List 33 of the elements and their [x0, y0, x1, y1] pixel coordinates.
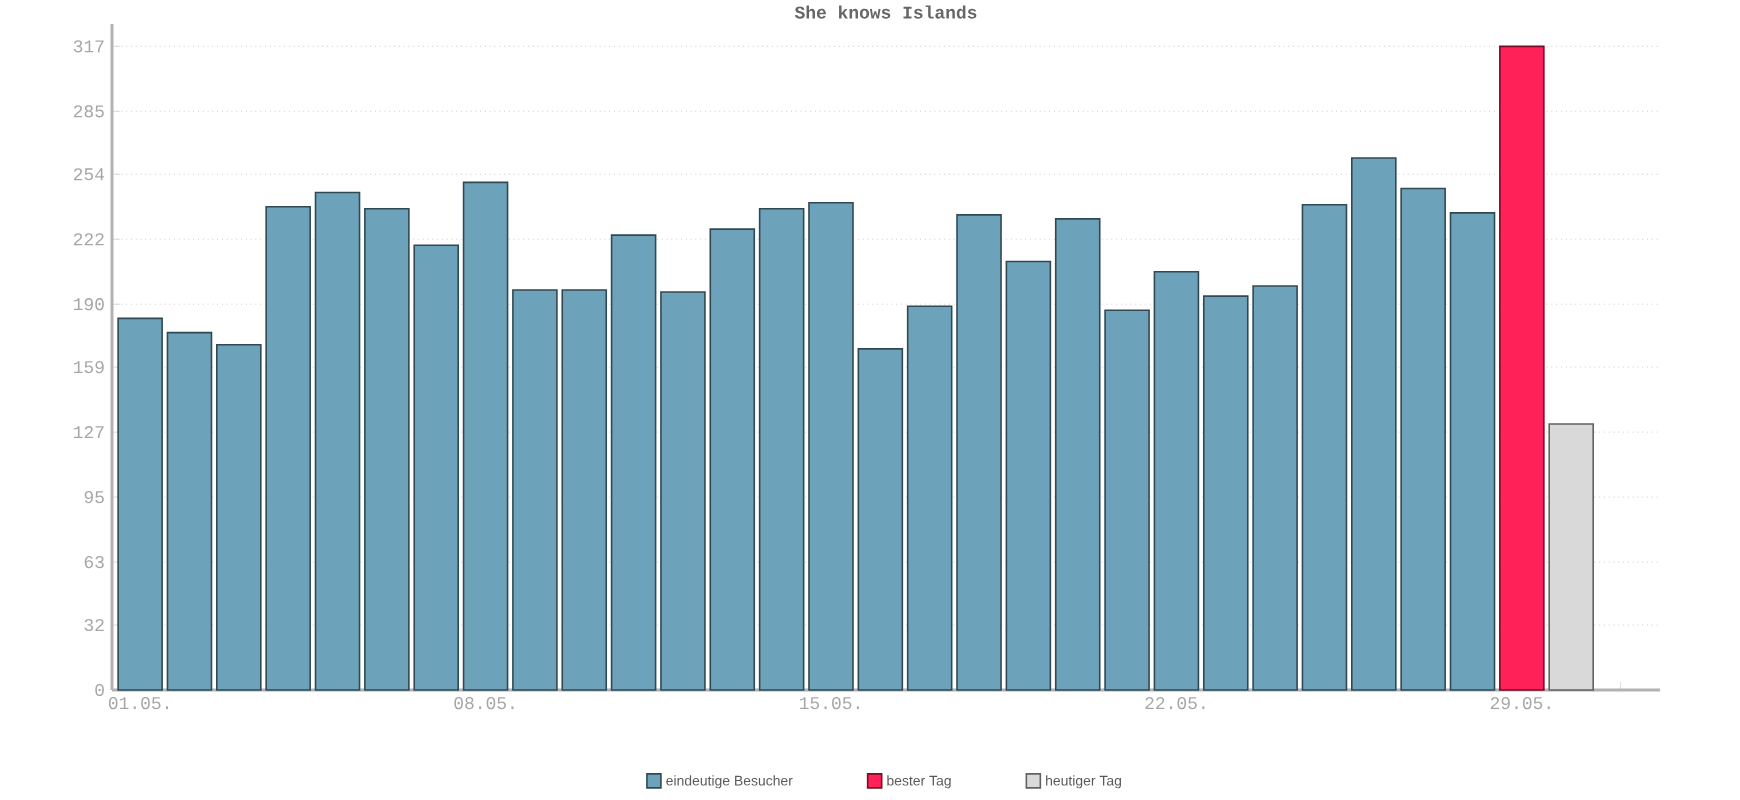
- bar: [906, 305, 953, 691]
- y-tick-label: 285: [73, 105, 104, 118]
- y-tick-label: 0: [95, 683, 104, 697]
- bar: [808, 201, 854, 691]
- y-tick-label: 222: [73, 233, 104, 246]
- bar: [857, 348, 904, 691]
- y-tick-label: 127: [73, 426, 104, 439]
- bar: [956, 214, 1002, 691]
- bar: [610, 234, 657, 691]
- bar: [758, 207, 805, 691]
- x-tick-label: 29.05.: [1490, 697, 1550, 710]
- y-tick-label: 190: [73, 298, 104, 311]
- x-tick-label: 22.05.: [1145, 697, 1205, 710]
- x-tick-label: 01.05.: [108, 697, 169, 710]
- y-tick-label: 95: [84, 491, 104, 504]
- bar: [1499, 45, 1545, 691]
- y-tick-label: 32: [84, 618, 104, 632]
- y-tick-label: 254: [73, 168, 105, 181]
- bar: [314, 191, 361, 691]
- bar: [1548, 423, 1594, 691]
- bar: [1301, 203, 1348, 691]
- bar: [1005, 260, 1052, 691]
- x-tick-label: 08.05.: [454, 697, 514, 710]
- y-tick-label: 63: [84, 555, 104, 569]
- bar: [1153, 270, 1200, 691]
- y-tick-label: 317: [73, 40, 104, 53]
- y-tick-label: 159: [73, 361, 104, 374]
- bar: [166, 331, 213, 691]
- chart-title: She knows Islands: [794, 5, 977, 19]
- bar: [462, 181, 509, 691]
- bar: [117, 317, 163, 691]
- x-tick-label: 15.05.: [799, 697, 859, 710]
- bar: [1449, 212, 1496, 691]
